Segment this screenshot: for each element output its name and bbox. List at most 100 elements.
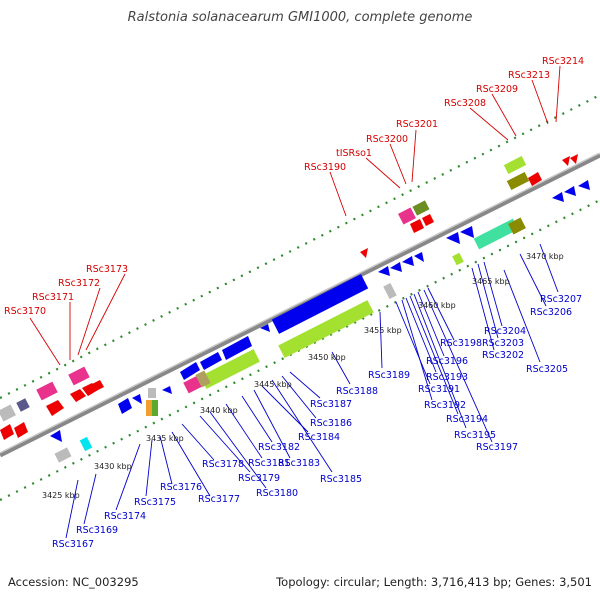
map-title: Ralstonia solanacearum GMI1000, complete… [127,10,473,25]
kbp-label: 3460 kbp [418,301,456,310]
leader-line [491,93,517,137]
leader-line [417,291,445,357]
gene-label-bottom: RSc3196 [426,356,468,367]
gene-label-top: RSc3208 [444,98,486,109]
leader-line [405,297,437,373]
gene-feature [278,300,374,358]
gene-arrow [200,352,222,370]
leader-line [539,243,559,293]
gene-label-bottom: RSc3197 [476,442,518,453]
leader-line [409,295,459,415]
gene-arrow [422,214,434,226]
leader-line [225,403,263,459]
gene-feature [506,172,530,190]
gene-feature [146,400,152,416]
gene-label-bottom: RSc3188 [336,386,378,397]
leader-line [427,287,455,341]
gene-label-bottom: RSc3178 [202,459,244,470]
gene-feature [195,370,211,388]
bottom-gene-labels: RSc3167RSc3169RSc3174RSc3175RSc3176RSc31… [52,294,582,550]
kbp-scale-labels: 3425 kbp 3430 kbp 3435 kbp 3440 kbp 3445 kbp… [42,252,564,500]
genome-backbone-highlight [0,152,600,454]
leader-line [423,289,493,443]
leader-line [331,351,351,385]
gene-feature [54,447,72,463]
gene-arrow [260,324,270,332]
gene-arrow [70,389,86,402]
gene-label-top: RSc3190 [304,162,346,173]
gene-label-bottom: RSc3202 [482,350,524,361]
leader-line [253,389,291,459]
gene-feature [16,398,30,412]
gene-label-top: RSc3200 [366,134,408,145]
leader-line [85,273,126,351]
gene-label-bottom: RSc3177 [198,494,240,505]
gene-label-bottom: RSc3203 [482,338,524,349]
leader-line [159,435,173,485]
accession-text: Accession: NC_003295 [8,575,139,589]
gene-arrow [570,154,578,164]
gene-arrow [410,219,424,233]
gene-feature [473,218,519,250]
gene-label-bottom: RSc3179 [238,473,280,484]
gene-label-top: tISRso1 [336,148,372,159]
leader-line [65,479,79,539]
gene-feature [148,388,156,398]
leader-line [209,411,267,489]
gene-label-bottom: RSc3176 [160,482,202,493]
leader-line [281,375,317,419]
gene-label-bottom: RSc3195 [454,430,496,441]
genome-summary-text: Topology: circular; Length: 3,716,413 bp… [276,575,592,589]
leader-line [261,385,309,433]
gene-arrow [552,192,564,202]
gene-label-top: RSc3173 [86,264,128,275]
gene-label-bottom: RSc3186 [310,418,352,429]
gene-label-bottom: RSc3181 [248,458,290,469]
genome-backbone [0,152,600,458]
leader-line [181,423,215,461]
leader-line [471,267,495,351]
gene-arrow [360,248,368,258]
kbp-label: 3470 kbp [526,252,564,261]
gene-arrow [460,226,474,238]
gene-arrow [92,380,104,391]
gene-feature [383,282,397,300]
leader-line [241,395,273,443]
leader-line [555,65,561,123]
gene-label-bottom: RSc3167 [52,539,94,550]
gene-feature [412,200,430,216]
gene-label-top: RSc3213 [508,70,550,81]
gene-label-top: RSc3172 [58,278,100,289]
gene-label-bottom: RSc3198 [440,338,482,349]
gene-label-bottom: RSc3175 [134,497,176,508]
gene-label-bottom: RSc3207 [540,294,582,305]
gene-arrow [578,180,590,190]
gene-label-bottom: RSc3183 [278,458,320,469]
gene-label-top: RSc3170 [4,306,46,317]
kbp-label: 3450 kbp [308,353,346,362]
gene-arrow [390,262,402,272]
gene-label-bottom: RSc3189 [368,370,410,381]
kbp-label: 3430 kbp [94,462,132,471]
kbp-label: 3445 kbp [254,380,292,389]
leader-line [365,157,401,189]
leader-line [199,415,251,473]
leader-line [29,317,61,366]
gene-label-bottom: RSc3187 [310,399,352,410]
gene-label-bottom: RSc3204 [484,326,526,337]
gene-feature [503,156,527,174]
leader-line [171,431,211,497]
gene-feature [79,436,93,452]
leader-line [519,253,547,307]
gene-label-bottom: RSc3205 [526,364,568,375]
gene-feature [508,217,526,235]
gene-feature [68,366,90,386]
gene-arrow [46,400,64,416]
gene-label-bottom: RSc3180 [256,488,298,499]
gene-arrow [50,430,62,442]
leader-line [469,107,509,141]
gene-label-bottom: RSc3193 [426,372,468,383]
gene-feature [452,252,464,266]
kbp-label: 3435 kbp [146,434,184,443]
leader-line [395,301,431,385]
